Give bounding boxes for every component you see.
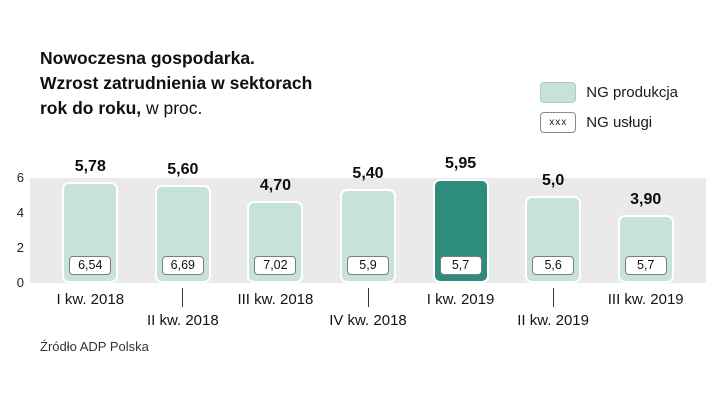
chart-title-line3: rok do roku, w proc. (40, 96, 312, 121)
x-axis-tick (367, 288, 369, 307)
legend: NG produkcja xxx NG usługi (540, 82, 678, 133)
bar-value-produkcja: 3,90 (630, 190, 662, 208)
legend-label-produkcja: NG produkcja (586, 84, 678, 101)
y-axis-tick-label: 0 (16, 275, 24, 290)
chart-title-line3-normal: w proc. (141, 97, 203, 118)
legend-swatch-uslugi: xxx (540, 112, 577, 133)
x-axis-label: IV kw. 2018 (329, 312, 407, 329)
x-axis-label: III kw. 2018 (237, 291, 314, 308)
x-axis-tick (552, 288, 554, 307)
legend-item-uslugi: xxx NG usługi (540, 112, 678, 133)
y-axis-tick-label: 2 (16, 240, 24, 255)
bar-value-produkcja: 5,95 (444, 154, 477, 172)
y-axis-tick-label: 4 (16, 205, 24, 220)
x-axis-tick (182, 288, 184, 307)
bar-value-uslugi: 5,9 (347, 256, 389, 275)
legend-item-produkcja: NG produkcja (540, 82, 678, 103)
bar-value-uslugi: 7,02 (254, 256, 297, 275)
source-note: Źródło ADP Polska (40, 339, 149, 354)
chart-title-line1: Nowoczesna gospodarka. (40, 48, 255, 68)
bar-value-produkcja: 4,70 (259, 176, 291, 194)
x-axis-label: II kw. 2018 (146, 312, 219, 329)
x-axis-label: II kw. 2019 (517, 312, 589, 329)
bar-value-produkcja: 5,0 (542, 171, 565, 189)
y-axis-tick-label: 6 (16, 170, 24, 185)
bar-value-produkcja: 5,60 (167, 161, 199, 178)
bar-value-uslugi: 5,7 (439, 256, 482, 275)
bar-value-uslugi: 5,6 (532, 256, 575, 275)
legend-swatch-produkcja (540, 82, 577, 103)
x-axis-label: I kw. 2018 (56, 291, 125, 308)
bar-value-uslugi: 6,69 (161, 256, 204, 275)
bar-value-produkcja: 5,40 (352, 164, 384, 182)
bar-value-uslugi: 5,7 (624, 256, 667, 275)
legend-label-uslugi: NG usługi (586, 114, 653, 131)
chart-title-line3-bold: rok do roku, (40, 97, 142, 118)
chart-title-line2: Wzrost zatrudnienia w sektorach (40, 72, 313, 93)
x-axis-label: III kw. 2019 (607, 291, 684, 308)
bar-value-uslugi: 6,54 (69, 256, 112, 275)
x-axis-label: I kw. 2019 (426, 291, 495, 308)
chart-title: Nowoczesna gospodarka. Wzrost zatrudnien… (40, 46, 312, 121)
bar-value-produkcja: 5,78 (74, 157, 106, 175)
